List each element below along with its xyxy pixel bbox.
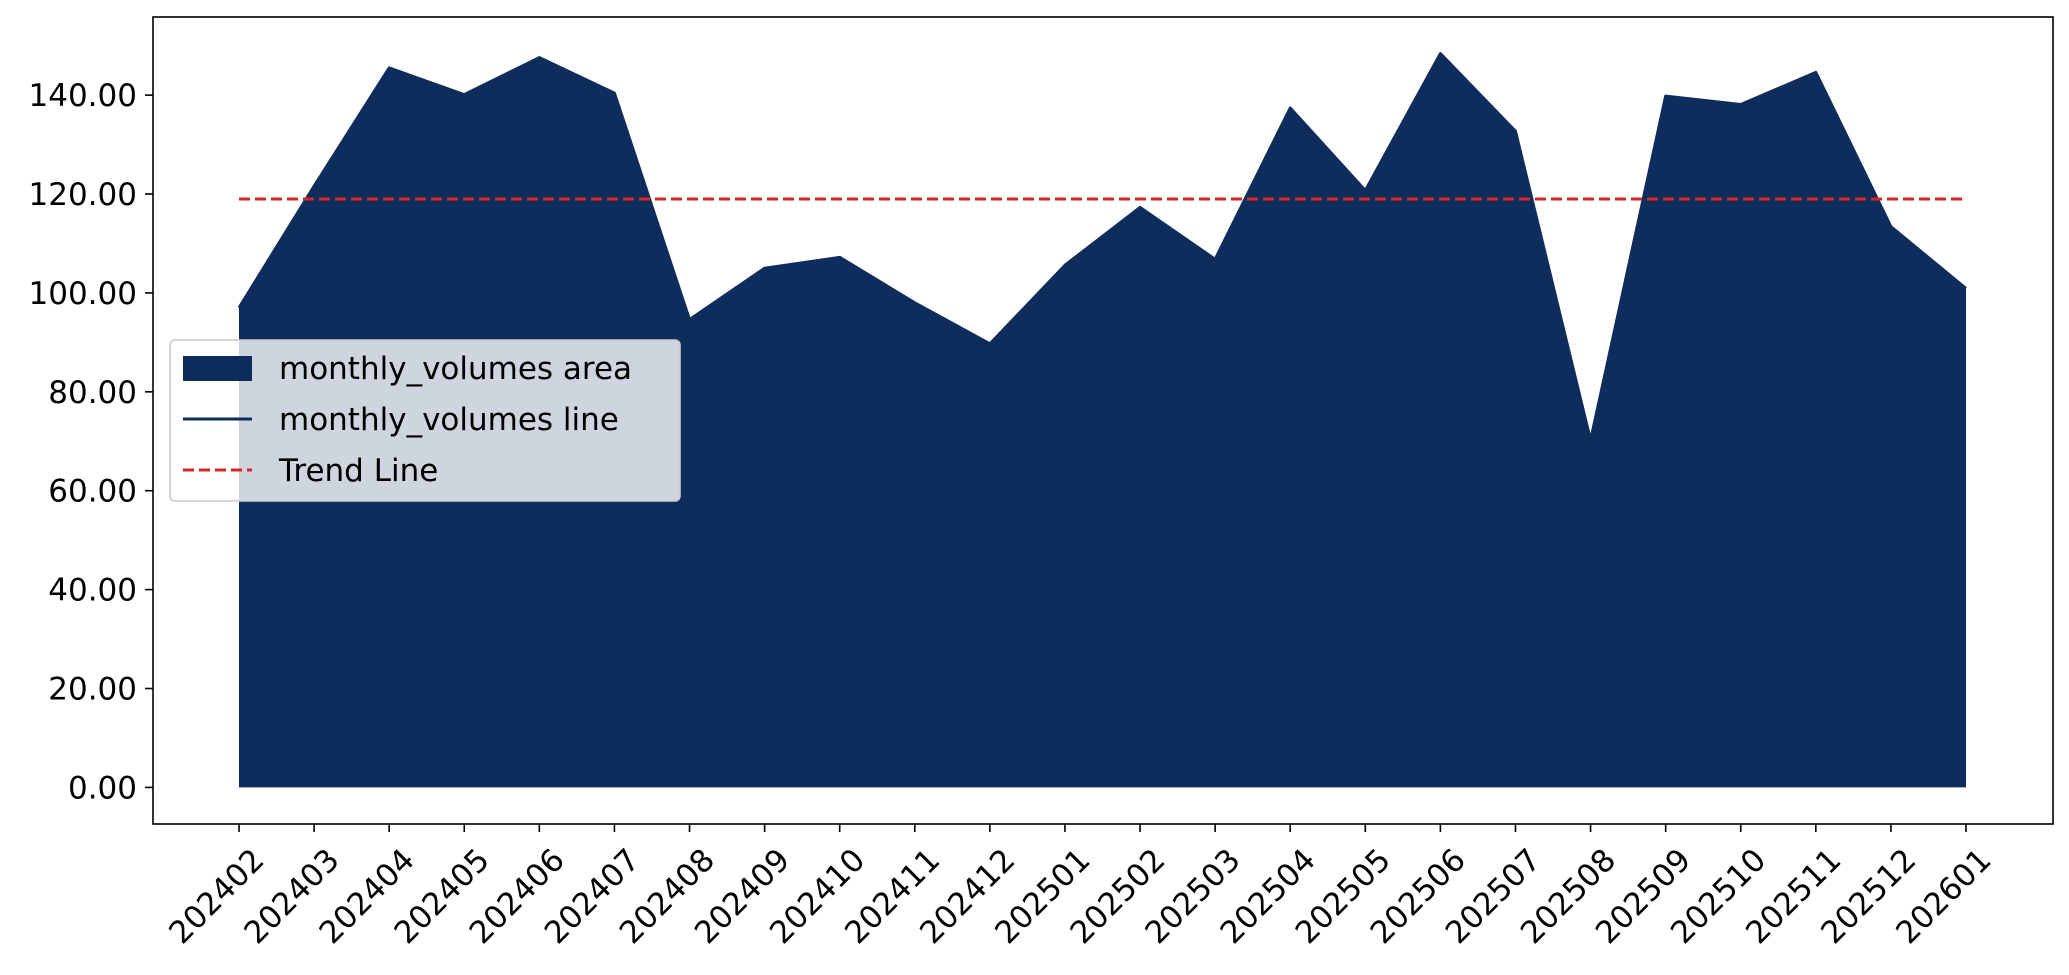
y-tick-label: 140.00 bbox=[29, 78, 137, 114]
series-line-monthly-volumes bbox=[237, 52, 1967, 442]
y-tick-label: 100.00 bbox=[29, 276, 137, 312]
legend-box bbox=[169, 339, 681, 502]
y-tick-label: 60.00 bbox=[48, 474, 137, 510]
legend-label-trend: Trend Line bbox=[278, 453, 438, 489]
y-tick-label: 0.00 bbox=[68, 770, 137, 806]
y-tick-label: 80.00 bbox=[48, 375, 137, 411]
legend-label-area: monthly_volumes area bbox=[279, 351, 632, 387]
y-tick-label: 20.00 bbox=[48, 672, 137, 708]
plot-area bbox=[237, 52, 1967, 788]
plot-frame bbox=[152, 16, 2054, 825]
y-axis: 0.00 20.00 40.00 60.00 80.00 100.00 120.00 140.… bbox=[29, 78, 153, 806]
legend-swatch-area bbox=[183, 356, 252, 381]
series-area-monthly-volumes bbox=[239, 53, 1966, 788]
legend-label-line: monthly_volumes line bbox=[279, 402, 619, 438]
y-tick-label: 40.00 bbox=[48, 573, 137, 609]
legend: monthly_volumes area monthly_volumes lin… bbox=[169, 339, 681, 502]
y-tick-label: 120.00 bbox=[29, 177, 137, 213]
